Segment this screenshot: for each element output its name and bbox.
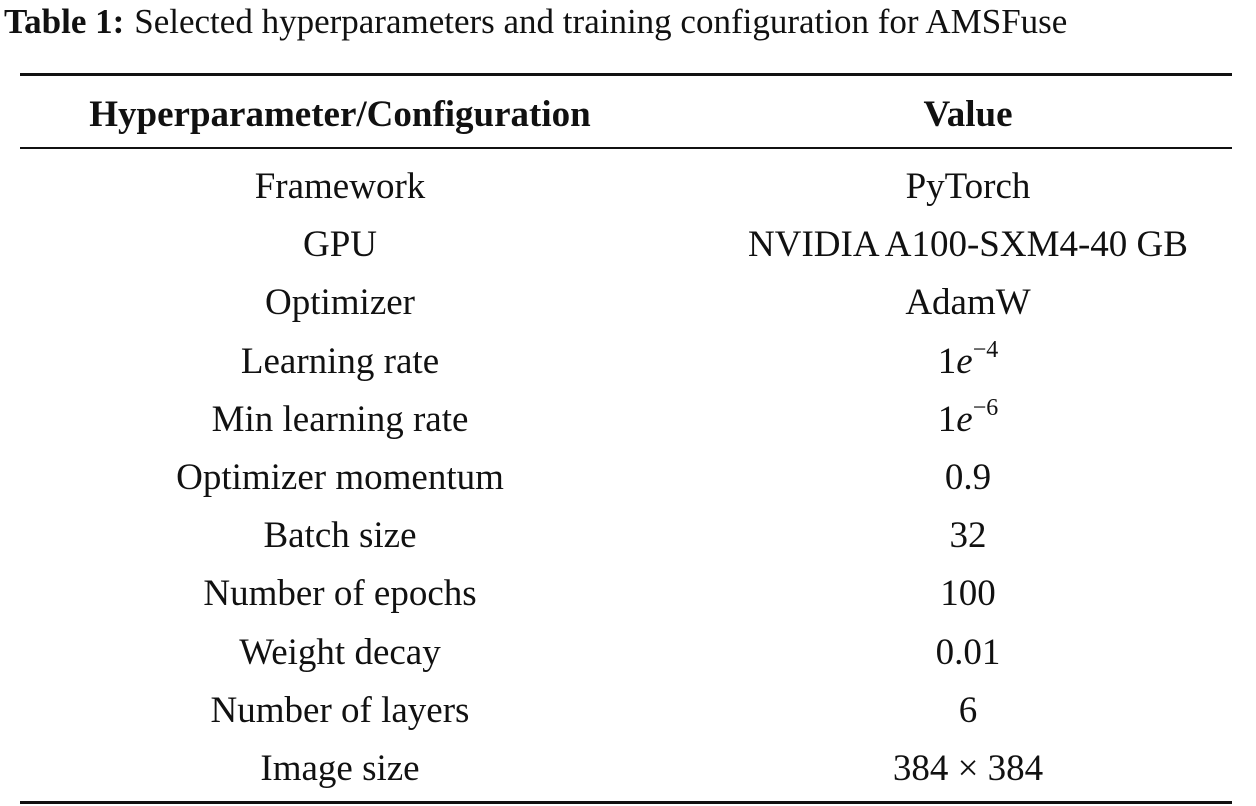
label-cell: Optimizer	[264, 282, 415, 324]
caption-label: Table 1:	[4, 2, 125, 41]
exponent: −6	[972, 394, 999, 421]
label-cell: Image size	[260, 748, 420, 789]
coefficient: 1	[937, 398, 957, 440]
value-cell: AdamW	[905, 282, 1031, 324]
bottom-rule	[20, 801, 1232, 804]
header-cell: Value	[923, 94, 1013, 135]
label-cell: GPU	[302, 224, 378, 266]
value-cell: 100	[940, 573, 996, 615]
value-cell: 32	[949, 515, 987, 557]
base: e	[956, 340, 973, 382]
table-caption: Table 1: Selected hyperparameters and tra…	[4, 0, 1256, 44]
label-cell: Min learning rate	[211, 398, 469, 440]
top-rule	[20, 73, 1232, 76]
value-cell: 1e−6	[660, 391, 1256, 449]
value-cell: 0.9	[944, 457, 992, 498]
base: e	[956, 398, 973, 440]
label-cell: Optimizer momentum	[176, 457, 504, 498]
label-cell: Number of layers	[210, 689, 470, 731]
label-cell: Framework	[254, 166, 426, 207]
value-cell: 6	[958, 689, 978, 731]
label-cell: Learning rate	[240, 340, 440, 382]
label-cell: Number of epochs	[203, 573, 477, 615]
value-cell: PyTorch	[905, 166, 1031, 207]
coefficient: 1	[937, 340, 957, 382]
label-cell: Weight decay	[239, 631, 441, 673]
value-cell: 0.01	[935, 631, 1001, 673]
value-cell: NVIDIA A100-SXM4-40 GB	[748, 224, 1188, 266]
header-cell: Hyperparameter/Configuration	[89, 94, 591, 135]
value-cell: 1e−4	[660, 333, 1256, 391]
label-cell: Batch size	[263, 515, 417, 557]
caption-text: Selected hyperparameters and training co…	[134, 2, 1068, 41]
exponent: −4	[972, 336, 999, 363]
header-rule	[20, 147, 1232, 149]
value-cell: 384 × 384	[892, 748, 1044, 789]
